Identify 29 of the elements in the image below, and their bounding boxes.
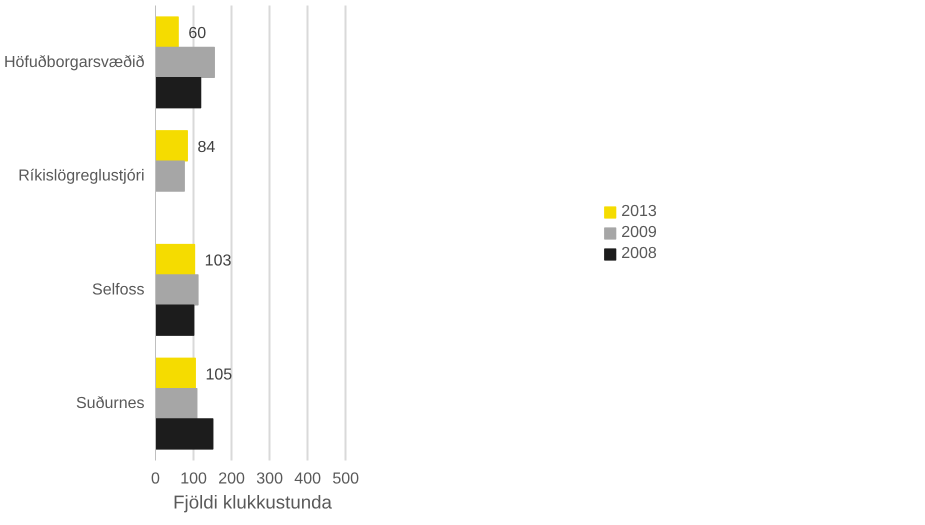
bar bbox=[156, 160, 185, 192]
y-tick-label: Selfoss bbox=[92, 281, 144, 298]
x-tick-label: 500 bbox=[332, 470, 360, 488]
bar bbox=[156, 244, 196, 276]
y-tick-label: Ríkislögreglustjóri bbox=[18, 168, 144, 185]
y-tick-label: Suðurnes bbox=[76, 395, 145, 412]
bar bbox=[156, 418, 214, 450]
data-label: 60 bbox=[188, 25, 206, 42]
x-tick-label: 100 bbox=[180, 470, 207, 488]
bar bbox=[156, 388, 198, 420]
x-tick-label: 400 bbox=[294, 470, 322, 488]
x-axis-title: Fjöldi klukkustunda bbox=[173, 492, 332, 512]
bar bbox=[156, 77, 202, 108]
data-label: 84 bbox=[197, 138, 216, 156]
bar bbox=[156, 16, 179, 48]
data-label: 105 bbox=[205, 366, 232, 384]
data-label: 103 bbox=[204, 252, 232, 270]
y-tick-label: Höfuðborgarsvæðið bbox=[4, 54, 145, 71]
bar bbox=[156, 274, 199, 306]
legend-label: 2008 bbox=[621, 244, 657, 262]
bar bbox=[156, 358, 196, 389]
x-tick-label: 0 bbox=[151, 470, 160, 488]
legend-label: 2013 bbox=[621, 202, 657, 220]
bar bbox=[156, 130, 188, 162]
x-tick-label: 300 bbox=[256, 470, 284, 488]
x-tick-label: 200 bbox=[218, 470, 246, 488]
bar bbox=[156, 304, 194, 336]
bar bbox=[156, 46, 215, 78]
legend-label: 2009 bbox=[621, 224, 657, 242]
